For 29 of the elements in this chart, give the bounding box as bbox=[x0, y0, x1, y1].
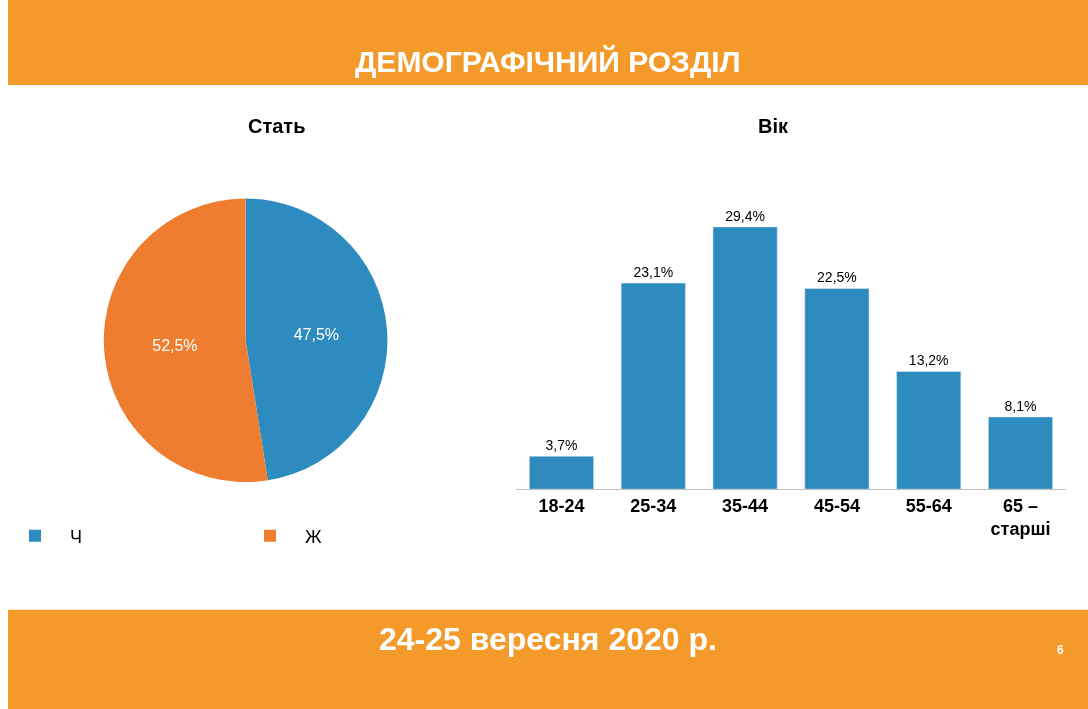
bar bbox=[529, 455, 594, 490]
data-label: 47,5% bbox=[293, 326, 340, 344]
data-label: 52,5% bbox=[152, 337, 198, 355]
text: 6 bbox=[1057, 643, 1064, 657]
text: ДЕМОГРАФІЧНИЙ РОЗДІЛ bbox=[355, 45, 741, 78]
bar bbox=[804, 288, 870, 490]
legend-label: Ч bbox=[70, 526, 82, 547]
legend-label: Ж bbox=[305, 526, 322, 547]
data-label: 3,7% bbox=[545, 437, 578, 454]
data-label: 22,5% bbox=[817, 269, 857, 286]
x-tick-label: 55-64 bbox=[905, 495, 952, 516]
data-label: 8,1% bbox=[1004, 397, 1037, 414]
data-label: 23,1% bbox=[633, 264, 674, 281]
bar bbox=[896, 371, 962, 490]
data-label: 13,2% bbox=[908, 352, 949, 369]
bar bbox=[712, 226, 778, 490]
x-tick-label: 25-34 bbox=[630, 495, 677, 516]
x-tick-label: 45-54 bbox=[813, 495, 860, 516]
x-tick-label: 18-24 bbox=[538, 495, 585, 516]
bar bbox=[620, 282, 686, 490]
pie-slice bbox=[103, 198, 268, 483]
chart-title: Вік bbox=[758, 115, 789, 137]
text: 24-25 вересня 2020 р. bbox=[379, 621, 717, 657]
x-tick-label: 65 – старші bbox=[990, 495, 1051, 540]
data-label: 29,4% bbox=[725, 207, 765, 224]
bar bbox=[988, 416, 1053, 490]
pie-slice bbox=[245, 198, 388, 481]
x-tick-label: 35-44 bbox=[722, 495, 769, 516]
chart-title: Стать bbox=[248, 115, 306, 137]
